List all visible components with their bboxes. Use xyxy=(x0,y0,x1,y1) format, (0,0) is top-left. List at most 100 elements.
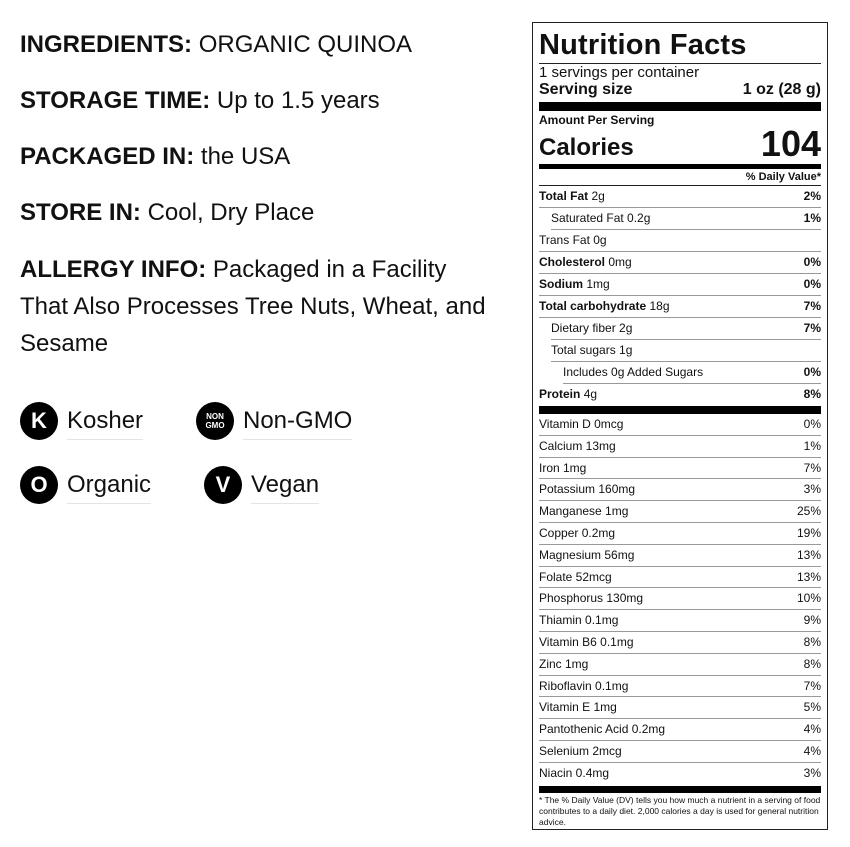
vitamin-name: Selenium 2mcg xyxy=(539,743,622,758)
vitamin-pct: 1% xyxy=(803,438,821,453)
vitamin-row: Phosphorus 130mg 10% xyxy=(539,588,821,611)
nutrient-row: Protein 4g 8% xyxy=(539,384,821,406)
storage-time: STORAGE TIME: Up to 1.5 years xyxy=(20,82,500,119)
badge-label: Vegan xyxy=(251,467,320,504)
nutrition-facts-label: Nutrition Facts 1 servings per container… xyxy=(532,22,828,830)
vitamin-pct: 10% xyxy=(796,591,821,606)
servings-per-container: 1 servings per container xyxy=(539,64,700,81)
ingredients-label: INGREDIENTS: xyxy=(20,31,193,58)
nutrient-name: Trans Fat 0g xyxy=(539,230,607,251)
store-in-label: STORE IN: xyxy=(20,199,141,226)
badge-label: Non-GMO xyxy=(243,403,353,440)
vitamin-name: Zinc 1mg xyxy=(539,656,589,671)
nutrient-label: Total carbohydrate xyxy=(539,299,647,313)
vitamin-name: Pantothenic Acid 0.2mg xyxy=(539,722,666,737)
nutrient-pct: 1% xyxy=(803,211,821,225)
vitamin-name: Calcium 13mg xyxy=(539,438,616,453)
nutrient-pct: 0% xyxy=(803,255,821,269)
nutrient-amount: 18g xyxy=(649,299,670,313)
badge-vegan: V Vegan xyxy=(204,466,320,504)
vitamin-name: Phosphorus 130mg xyxy=(539,591,644,606)
vitamin-name: Thiamin 0.1mg xyxy=(539,613,619,628)
nutrient-label: Cholesterol xyxy=(539,255,606,269)
serving-size-value: 1 oz (28 g) xyxy=(742,81,821,98)
vitamin-pct: 4% xyxy=(803,743,821,758)
nutrient-pct: 8% xyxy=(803,387,821,401)
nutrient-amount: 4g xyxy=(583,387,598,401)
nutrient-label: Protein xyxy=(539,387,581,401)
vitamin-pct: 8% xyxy=(803,656,821,671)
allergy-info-label: ALLERGY INFO: xyxy=(20,256,207,283)
nutrient-pct: 7% xyxy=(803,299,821,313)
non-gmo-icon: NON GMO xyxy=(196,402,234,440)
vitamin-row: Magnesium 56mg 13% xyxy=(539,545,821,567)
vitamin-row: Pantothenic Acid 0.2mg 4% xyxy=(539,719,821,741)
badge-organic: O Organic xyxy=(20,466,152,504)
vitamin-row: Vitamin E 1mg 5% xyxy=(539,697,821,720)
icon-text: NON xyxy=(206,412,224,421)
calories-value: 104 xyxy=(760,123,821,164)
nutrient-label: Dietary fiber 2g xyxy=(551,321,633,335)
vitamin-pct: 5% xyxy=(803,700,821,715)
nutrient-pct: 7% xyxy=(803,321,821,335)
vitamin-row: Iron 1mg 7% xyxy=(539,458,821,480)
nutrient-name: Total carbohydrate 18g xyxy=(539,296,670,317)
nutrient-name: Saturated Fat 0.2g xyxy=(551,208,650,229)
nutrient-amount: 0mg xyxy=(608,255,632,269)
allergy-info: ALLERGY INFO: Packaged in a Facility Tha… xyxy=(20,251,495,362)
vitamin-pct: 3% xyxy=(803,765,821,780)
store-in: STORE IN: Cool, Dry Place xyxy=(20,194,500,231)
nutrient-row: Cholesterol 0mg 0% xyxy=(539,252,821,274)
vitamin-name: Potassium 160mg xyxy=(539,482,636,497)
ingredients-value: ORGANIC QUINOA xyxy=(198,31,413,58)
nutrient-row: Total sugars 1g xyxy=(551,340,821,362)
calories-label: Calories xyxy=(539,134,634,161)
vitamin-row: Potassium 160mg 3% xyxy=(539,479,821,502)
packaged-in-value: the USA xyxy=(200,143,291,170)
nutrient-name: Protein 4g xyxy=(539,384,597,406)
vitamin-pct: 0% xyxy=(803,417,821,431)
nutrient-name: Includes 0g Added Sugars xyxy=(563,362,703,383)
vitamin-pct: 9% xyxy=(803,613,821,628)
vitamin-row: Zinc 1mg 8% xyxy=(539,654,821,676)
vitamin-name: Vitamin B6 0.1mg xyxy=(539,634,634,649)
badge-label: Organic xyxy=(67,467,152,504)
nutrient-amount: 2g xyxy=(591,189,605,203)
calories: Calories 104 xyxy=(539,123,821,164)
vitamin-name: Riboflavin 0.1mg xyxy=(539,678,629,693)
nutrient-label: Trans Fat 0g xyxy=(539,233,607,247)
nutrient-pct: 0% xyxy=(803,277,821,291)
label-title: Nutrition Facts xyxy=(539,29,747,61)
nutrient-label: Saturated Fat 0.2g xyxy=(551,211,651,225)
nutrient-row: Includes 0g Added Sugars 0% xyxy=(563,362,821,384)
vegan-icon: V xyxy=(204,466,242,504)
storage-time-value: Up to 1.5 years xyxy=(216,87,380,114)
vitamin-row: Vitamin B6 0.1mg 8% xyxy=(539,632,821,654)
nutrient-pct: 0% xyxy=(803,365,821,379)
vitamin-name: Folate 52mcg xyxy=(539,569,612,584)
nutrient-row: Trans Fat 0g xyxy=(539,230,821,252)
nutrient-label: Total Fat xyxy=(539,189,589,203)
nutrient-label: Total sugars 1g xyxy=(551,343,633,357)
serving-size: Serving size 1 oz (28 g) xyxy=(539,81,821,99)
kosher-icon: K xyxy=(20,402,58,440)
vitamin-row: Riboflavin 0.1mg 7% xyxy=(539,676,821,698)
vitamin-row: Copper 0.2mg 19% xyxy=(539,523,821,545)
vitamin-name: Vitamin E 1mg xyxy=(539,700,617,715)
nutrient-pct: 2% xyxy=(803,189,821,203)
icon-text: GMO xyxy=(205,421,225,430)
nutrient-name: Total Fat 2g xyxy=(539,186,605,207)
vitamin-name: Magnesium 56mg xyxy=(539,547,635,562)
nutrient-name: Cholesterol 0mg xyxy=(539,252,632,273)
badge-non-gmo: NON GMO Non-GMO xyxy=(196,402,353,440)
vitamin-row: Vitamin D 0mcg 0% xyxy=(539,414,821,436)
vitamin-row: Folate 52mcg 13% xyxy=(539,567,821,589)
vitamin-row: Niacin 0.4mg 3% xyxy=(539,763,821,785)
nutrient-name: Sodium 1mg xyxy=(539,274,610,295)
amount-per-serving: Amount Per Serving xyxy=(539,113,655,127)
vitamin-pct: 19% xyxy=(796,525,821,540)
packaged-in: PACKAGED IN: the USA xyxy=(20,138,500,175)
nutrient-amount: 1mg xyxy=(586,277,610,291)
vitamin-name: Manganese 1mg xyxy=(539,504,629,519)
ingredients: INGREDIENTS: ORGANIC QUINOA xyxy=(20,26,500,63)
